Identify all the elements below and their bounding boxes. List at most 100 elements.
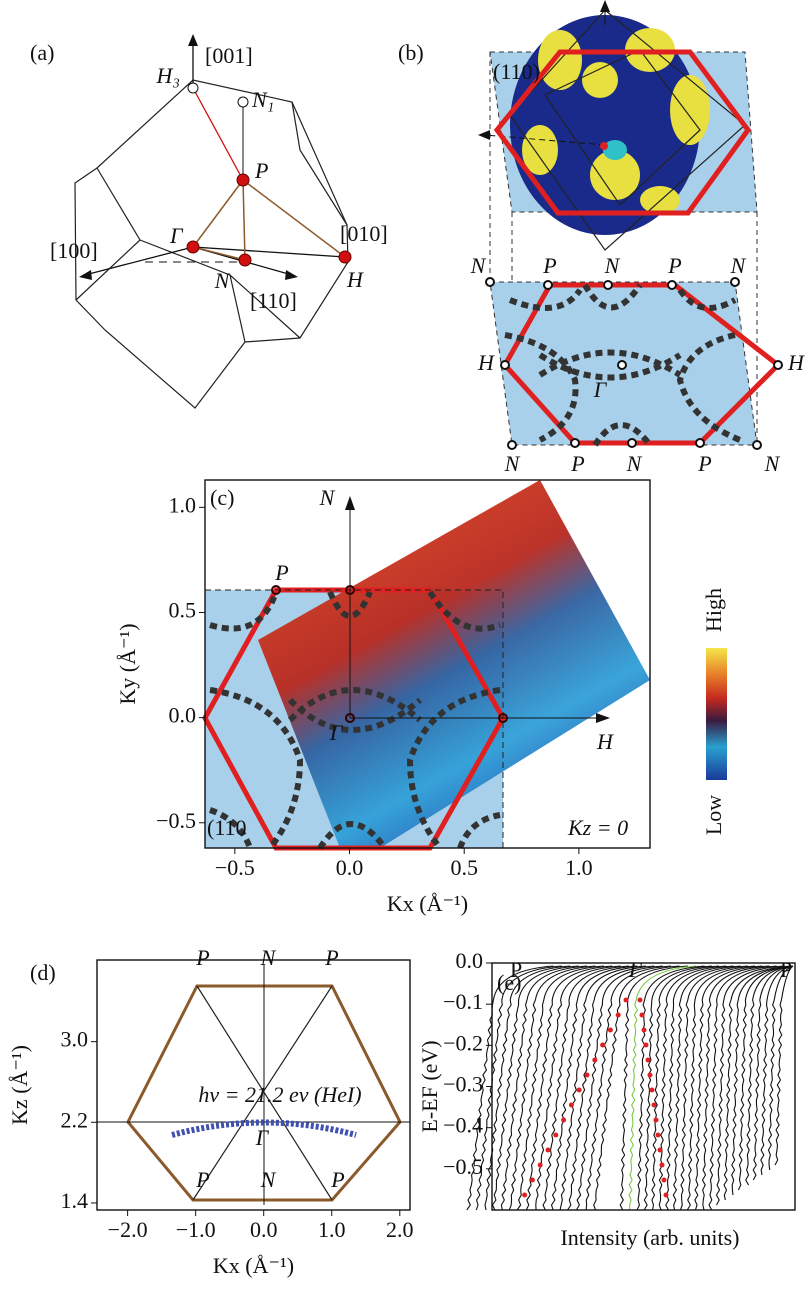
- label: [100]: [50, 238, 98, 263]
- edc-curve: [619, 965, 688, 1211]
- x-axis-label: Intensity (arb. units): [560, 1225, 739, 1250]
- label: (d): [30, 960, 56, 985]
- dispersion-dot: [645, 1057, 651, 1063]
- dispersion-dot: [607, 1027, 613, 1033]
- dispersion-dot: [545, 1147, 551, 1153]
- edc-curve: [760, 965, 794, 1176]
- dispersion-dot: [561, 1117, 567, 1123]
- label: P: [324, 945, 338, 970]
- label: (a): [30, 40, 54, 65]
- label: [110]: [250, 288, 297, 313]
- label: H: [787, 350, 805, 375]
- edc-curve: [525, 965, 613, 1211]
- label: P: [667, 253, 681, 278]
- label: N: [470, 253, 487, 278]
- y-tick-label: 0.5: [169, 598, 197, 623]
- label: P: [510, 957, 522, 982]
- edc-curve: [542, 965, 630, 1211]
- edc-curve: [508, 965, 596, 1211]
- edc-curve: [708, 965, 777, 1211]
- dispersion-dot: [576, 1087, 582, 1093]
- label: [010]: [340, 221, 388, 246]
- dispersion-dot: [584, 1072, 590, 1078]
- label: Γ: [329, 720, 344, 745]
- label: [001]: [205, 43, 253, 68]
- dispersion-dot: [661, 1177, 667, 1183]
- x-tick-label: 0.0: [336, 855, 364, 880]
- dispersion-dot: [647, 1072, 653, 1078]
- dispersion-dot: [568, 1102, 574, 1108]
- label: P: [254, 158, 268, 183]
- dispersion-dot: [643, 1042, 649, 1048]
- label: P: [195, 1167, 209, 1192]
- y-tick-label: 2.2: [61, 1107, 89, 1132]
- dispersion-dot: [657, 1147, 663, 1153]
- edc-curve: [636, 965, 705, 1211]
- label: (110: [207, 815, 247, 840]
- x-tick-label: 0.0: [250, 1217, 278, 1242]
- label: N: [504, 451, 521, 476]
- edc-curve: [665, 965, 734, 1211]
- label: P: [274, 560, 288, 585]
- edc-curve: [567, 965, 655, 1211]
- arpes-map: [202, 479, 651, 851]
- dispersion-dot: [653, 1117, 659, 1123]
- bz-axes: [79, 34, 352, 280]
- label: N: [764, 451, 781, 476]
- x-axis-label: Kx (Å⁻¹): [387, 891, 468, 916]
- dispersion-dot: [655, 1132, 661, 1138]
- x-tick-label: −1.0: [176, 1217, 216, 1242]
- x-tick-label: 1.0: [565, 855, 593, 880]
- edc-frame: [491, 962, 796, 1211]
- label: H: [346, 267, 364, 292]
- dispersion-dot: [522, 1192, 528, 1198]
- dispersion-dot: [592, 1057, 598, 1063]
- x-tick-label: 0.5: [450, 855, 478, 880]
- y-tick-label: 1.4: [61, 1188, 89, 1213]
- dispersion-dot: [615, 1012, 621, 1018]
- edc-curve: [643, 965, 712, 1211]
- label: N₁: [251, 87, 274, 112]
- edc-curve: [550, 965, 638, 1211]
- edc-curve: [500, 965, 588, 1211]
- dispersion-dot: [663, 1192, 669, 1198]
- dispersion-dot: [637, 997, 643, 1003]
- label: (e): [497, 970, 521, 995]
- y-axis-label: E-EF (eV): [417, 1040, 442, 1132]
- edc-curve: [774, 965, 794, 1166]
- edc-curve: [585, 965, 672, 1211]
- fermi-surface-3d: [478, 0, 783, 450]
- edc-curve: [694, 965, 763, 1211]
- label: Γ: [628, 957, 643, 982]
- edc-curve: [466, 965, 554, 1211]
- label: N: [260, 945, 277, 970]
- dispersion-dot: [600, 1042, 606, 1048]
- x-tick-label: 2.0: [386, 1217, 414, 1242]
- dispersion-dot: [529, 1177, 535, 1183]
- dispersion-dot: [623, 997, 629, 1003]
- y-axis-label: Kz (Å⁻¹): [7, 1045, 32, 1125]
- dispersion-dot: [537, 1162, 543, 1168]
- label: (b): [398, 40, 424, 65]
- edc-curve: [651, 965, 720, 1211]
- colorbar: [706, 648, 727, 780]
- edc-curve: [731, 965, 794, 1196]
- label: N: [626, 451, 643, 476]
- y-tick-label: 0.0: [169, 703, 197, 728]
- label: Γ: [593, 377, 608, 402]
- label: P: [697, 451, 711, 476]
- label: Γ: [255, 1125, 270, 1150]
- label: N: [604, 253, 621, 278]
- label: H₃: [155, 63, 180, 88]
- edc-curve: [767, 965, 794, 1171]
- y-tick-label: −0.3: [443, 1072, 483, 1097]
- edc-curve: [701, 965, 770, 1211]
- edc-curve: [575, 965, 663, 1211]
- dispersion-dot: [553, 1132, 559, 1138]
- label: (110): [493, 59, 540, 84]
- y-tick-label: −0.1: [443, 989, 483, 1014]
- dispersion-dot: [641, 1027, 647, 1033]
- edc-curve: [491, 965, 579, 1211]
- bz-polyhedron: [74, 79, 349, 409]
